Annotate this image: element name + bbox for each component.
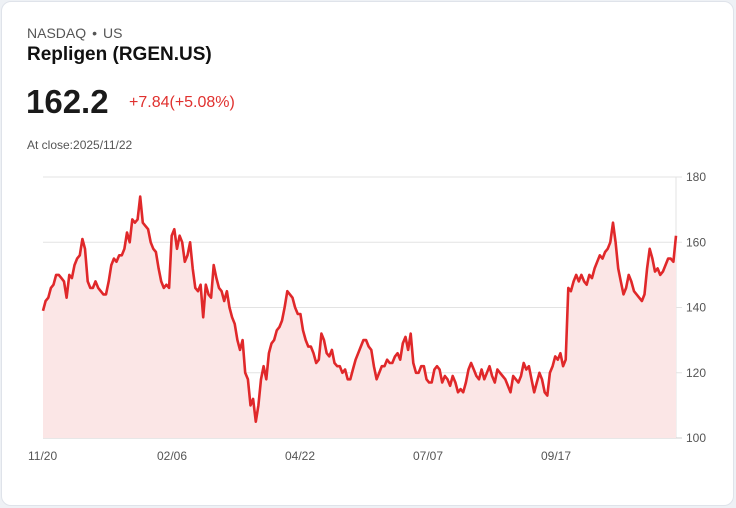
price-area-fill (43, 196, 676, 438)
exchange-label: NASDAQ • US (27, 25, 122, 41)
y-tick-label: 160 (686, 235, 706, 249)
y-tick-label: 180 (686, 170, 706, 184)
current-price: 162.2 (26, 83, 109, 120)
y-axis-labels: 180 160 140 120 100 (686, 170, 706, 445)
region-label: US (103, 25, 123, 41)
price-line[interactable] (41, 195, 678, 423)
x-tick-label: 02/06 (157, 449, 187, 463)
price-change: +7.84(+5.08%) (129, 94, 235, 111)
exchange-name: NASDAQ (27, 25, 87, 41)
stock-title: Repligen (RGEN.US) (27, 44, 212, 65)
y-tick-label: 120 (686, 366, 706, 380)
y-tick-label: 140 (686, 301, 706, 315)
y-tick-label: 100 (686, 431, 706, 445)
x-axis-labels: 11/20 02/06 04/22 07/07 09/17 (28, 449, 571, 463)
x-tick-label: 09/17 (541, 449, 571, 463)
x-tick-label: 11/20 (28, 449, 57, 463)
separator-dot: • (92, 25, 98, 41)
x-tick-label: 07/07 (413, 449, 443, 463)
x-tick-label: 04/22 (285, 449, 315, 463)
close-timestamp: At close:2025/11/22 (27, 138, 133, 152)
